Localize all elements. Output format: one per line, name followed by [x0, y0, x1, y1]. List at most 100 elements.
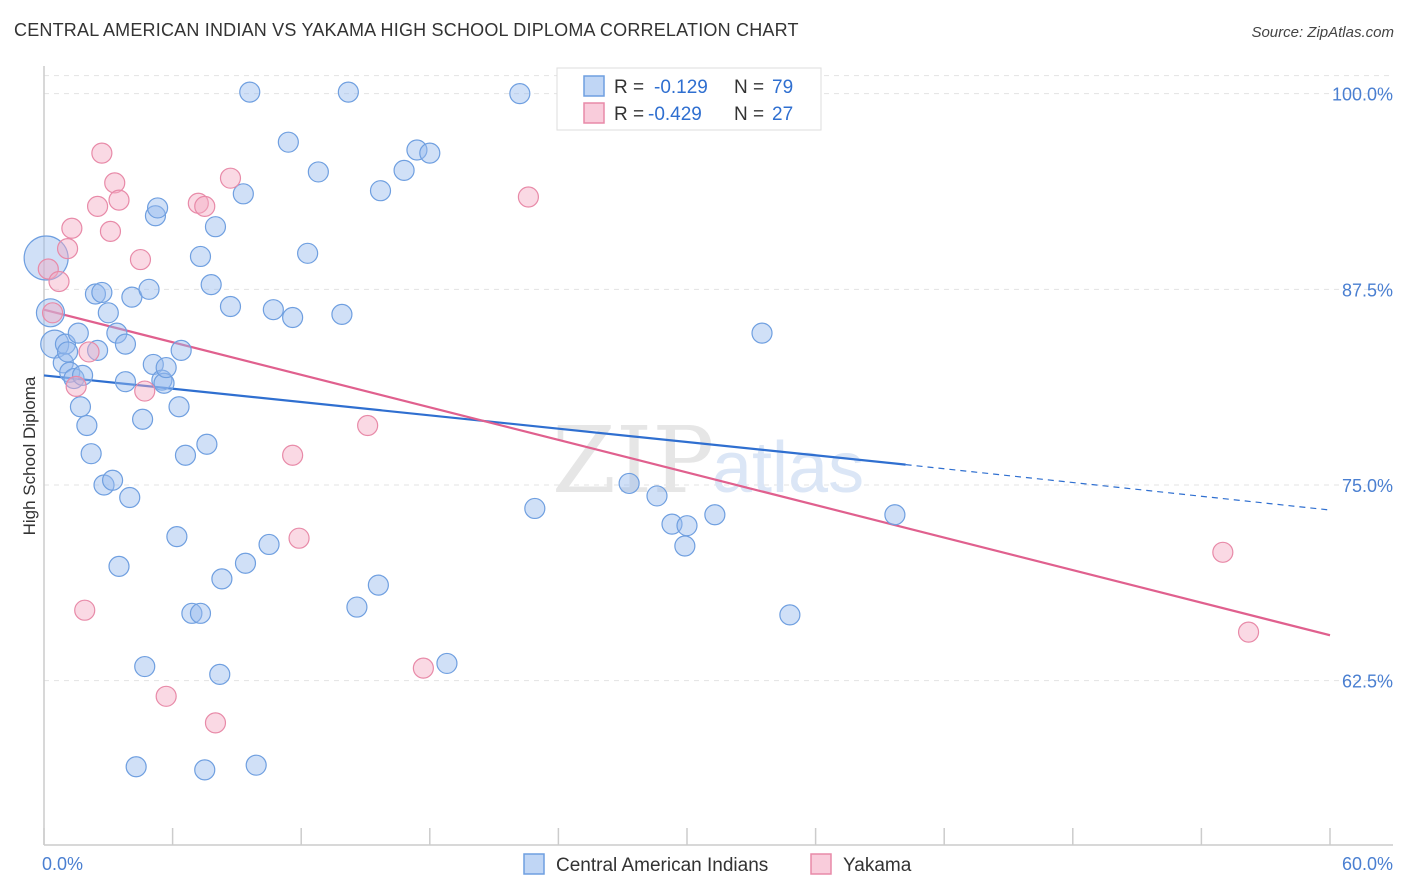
central-american-indians-point	[277, 131, 299, 153]
central-american-indians-point	[618, 472, 640, 495]
y-tick-label: 87.5%	[1342, 280, 1393, 300]
source-label: Source: ZipAtlas.com	[1251, 24, 1394, 41]
central-american-indians-point	[232, 183, 254, 205]
legend-n-value-1: 79	[772, 77, 793, 98]
central-american-indians-point	[331, 303, 353, 325]
yakama-point	[86, 195, 109, 217]
central-american-indians-point	[211, 568, 233, 590]
central-american-indians-point	[884, 504, 906, 526]
yakama-point	[61, 217, 83, 239]
series-legend-swatch-pink	[810, 853, 832, 875]
central-american-indians-point	[436, 652, 458, 675]
stats-legend: R = -0.129 N = 79 R = -0.429 N = 27	[556, 67, 822, 131]
central-american-indians-point	[239, 81, 261, 103]
central-american-indians-point	[174, 444, 197, 466]
central-american-indians-point	[131, 408, 154, 430]
chart-title: CENTRAL AMERICAN INDIAN VS YAKAMA HIGH S…	[14, 20, 799, 40]
yakama-point	[288, 527, 310, 549]
yakama-point	[65, 375, 87, 397]
yakama-point	[78, 341, 100, 363]
legend-r-value-1: -0.129	[654, 77, 708, 98]
watermark-zip: ZIP	[552, 407, 714, 514]
yakama-point	[108, 189, 130, 211]
central-american-indians-point	[155, 356, 177, 379]
central-american-indians-point	[35, 298, 66, 328]
central-american-indians-point	[369, 180, 392, 202]
central-american-indians-point	[297, 242, 319, 264]
series-legend-label-2: Yakama	[843, 855, 912, 876]
central-american-indians-point	[101, 469, 124, 491]
yakama-point	[1237, 621, 1260, 643]
axes	[43, 66, 1393, 846]
central-american-indians-point	[204, 216, 227, 238]
yakama-point	[56, 238, 79, 260]
central-american-indians-point	[84, 283, 107, 305]
yakama-point	[194, 195, 216, 217]
central-american-indians-trend-line	[43, 374, 906, 466]
grid-lines	[44, 75, 1393, 682]
central-american-indians-point	[509, 83, 531, 105]
central-american-indians-point	[779, 604, 801, 626]
central-american-indians-point	[674, 535, 696, 557]
yakama-point	[134, 380, 156, 402]
legend-swatch-pink	[583, 102, 605, 124]
central-american-indians-point	[69, 396, 92, 418]
y-tick-label: 62.5%	[1342, 672, 1393, 692]
central-american-indians-point	[219, 295, 242, 318]
central-american-indians-point	[151, 369, 173, 391]
x-tick-label: 60.0%	[1342, 854, 1393, 874]
yakama-point	[517, 186, 539, 208]
x-tick-labels: 0.0% 60.0%	[42, 854, 1393, 874]
central-american-indians-point	[200, 274, 222, 296]
legend-n-value-2: 27	[772, 104, 793, 125]
central-american-indians-point	[125, 756, 147, 778]
central-american-indians-point	[80, 443, 102, 465]
central-american-indians-point	[181, 602, 203, 624]
central-american-indians-point	[114, 333, 137, 355]
central-american-indians-point	[262, 299, 284, 321]
legend-n-label-1: N =	[734, 77, 764, 98]
central-american-indians-point	[751, 322, 773, 344]
watermark: ZIP atlas	[552, 407, 864, 514]
central-american-indians-point	[393, 159, 415, 181]
legend-swatch-blue	[583, 75, 605, 97]
central-american-indians-point	[108, 555, 130, 577]
central-american-indians-point	[76, 414, 98, 437]
central-american-indians-point	[307, 161, 329, 183]
central-american-indians-point	[91, 281, 113, 304]
central-american-indians-point	[56, 341, 79, 363]
legend-r-value-2: -0.429	[648, 104, 702, 125]
data-points	[23, 81, 1260, 781]
y-tick-labels: 100.0% 87.5% 75.0% 62.5%	[1332, 85, 1393, 692]
yakama-point	[357, 414, 379, 437]
y-axis-title: High School Diploma	[20, 376, 39, 535]
central-american-indians-point	[704, 504, 726, 526]
central-american-indians-point	[194, 759, 216, 781]
yakama-point	[48, 270, 70, 293]
central-american-indians-point	[170, 339, 192, 361]
central-american-indians-point	[209, 663, 231, 685]
central-american-indians-point	[106, 322, 128, 344]
central-american-indians-point	[166, 526, 188, 548]
central-american-indians-point	[146, 197, 169, 219]
yakama-point	[41, 302, 64, 324]
legend-n-label-2: N =	[734, 104, 764, 125]
central-american-indians-point	[337, 81, 359, 103]
central-american-indians-point	[234, 552, 257, 574]
yakama-point	[74, 599, 96, 621]
central-american-indians-point	[646, 485, 668, 507]
central-american-indians-point	[346, 596, 368, 618]
central-american-indians-point	[59, 361, 81, 383]
central-american-indians-point	[189, 602, 212, 624]
yakama-point	[91, 142, 113, 164]
central-american-indians-point	[153, 372, 175, 394]
central-american-indians-point	[245, 754, 267, 776]
central-american-indians-point	[144, 205, 167, 227]
x-tick-label: 0.0%	[42, 854, 83, 874]
yakama-point	[282, 444, 304, 466]
yakama-trend-line	[43, 308, 1331, 637]
central-american-indians-point	[189, 245, 212, 268]
central-american-indians-point	[524, 497, 546, 520]
yakama-point	[155, 685, 177, 707]
